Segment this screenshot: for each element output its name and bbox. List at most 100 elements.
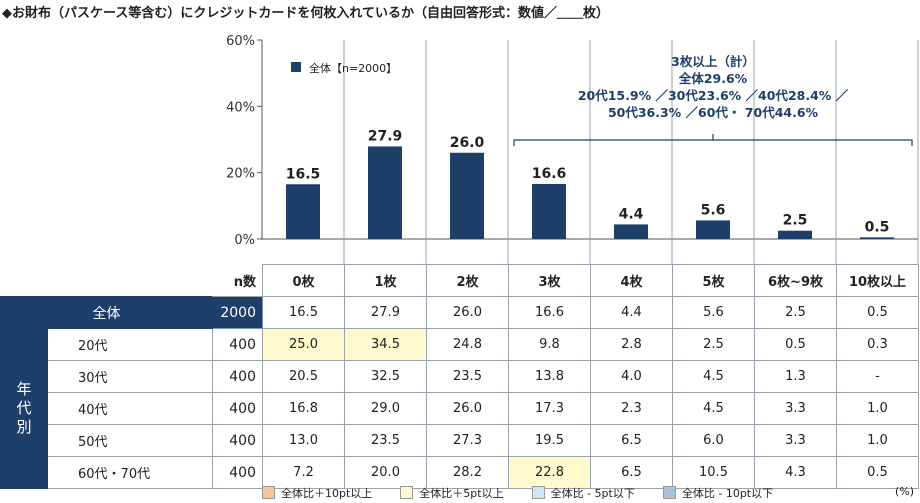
legend-label: 全体比＋5pt以上: [419, 487, 504, 500]
bar: [778, 230, 812, 239]
table-cell: 6.5: [590, 456, 673, 489]
bar: [860, 237, 894, 239]
table-cell: 0.3: [836, 328, 919, 361]
table-cell: 13.0: [262, 424, 345, 457]
table-cell: 2.8: [590, 328, 673, 361]
row-n: 400: [212, 456, 263, 489]
row-label: 50代: [47, 424, 213, 457]
column-header: 3枚: [508, 264, 591, 297]
data-label: 0.5: [865, 219, 890, 235]
row-n: 400: [212, 424, 263, 457]
table-cell: 13.8: [508, 360, 591, 393]
annotation-text: 50代36.3% ／60代・ 70代44.6%: [608, 105, 819, 120]
legend-swatch: [400, 486, 414, 499]
annotation-text: 全体29.6%: [678, 71, 748, 86]
table-cell: 1.0: [836, 424, 919, 457]
table-cell: 3.3: [754, 424, 837, 457]
column-header: 1枚: [344, 264, 427, 297]
y-tick-label: 0%: [234, 233, 255, 248]
header-spacer: [1, 265, 213, 297]
data-table: n数 0枚 1枚 2枚 3枚 4枚 5枚 6枚~9枚 10枚以上 全体 2000 16.5 27.9 26…: [0, 264, 919, 489]
legend-item: 全体比 - 5pt以下: [531, 485, 635, 501]
table-cell: 24.8: [426, 328, 509, 361]
legend-swatch: [262, 486, 275, 499]
table-cell: 5.6: [672, 296, 755, 329]
table-row: 30代 400 20.5 32.5 23.5 13.8 4.0 4.5 1.3-: [1, 360, 919, 393]
column-header: 6枚~9枚: [754, 264, 837, 297]
row-label: 40代: [47, 392, 213, 425]
table-cell: 26.0: [426, 392, 509, 425]
table-cell: 16.6: [508, 296, 591, 329]
table-cell: 23.5: [426, 360, 509, 393]
table-cell: 2.3: [590, 392, 673, 425]
table-cell: 4.4: [590, 296, 673, 329]
total-row-label: 全体: [0, 296, 213, 329]
table-cell: 2.5: [754, 296, 837, 329]
table-cell: 2.5: [672, 328, 755, 361]
unit-label: (%): [894, 485, 914, 498]
table-cell: 0.5: [754, 328, 837, 361]
table-cell: 23.5: [344, 424, 427, 457]
table-cell: 10.5: [672, 456, 755, 489]
table-cell: 1.0: [836, 392, 919, 425]
table-cell: 0.5: [836, 296, 919, 329]
table-cell: 25.0: [262, 328, 345, 361]
bar: [450, 152, 484, 239]
legend-label: 全体比 - 5pt以下: [550, 487, 635, 500]
table-cell: 3.3: [754, 392, 837, 425]
table-cell: 28.2: [426, 456, 509, 489]
row-label: 30代: [47, 360, 213, 393]
bar: [368, 146, 402, 239]
data-label: 27.9: [368, 128, 403, 144]
table-cell: 27.3: [426, 424, 509, 457]
table-cell: 27.9: [344, 296, 427, 329]
legend-item: 全体比＋5pt以上: [400, 485, 504, 501]
row-n: 400: [212, 360, 263, 393]
row-label: 60代・70代: [47, 456, 213, 489]
column-header: 4枚: [590, 264, 673, 297]
table-row: 40代 400 16.8 29.0 26.0 17.3 2.3 4.5 3.3 1.0: [1, 392, 919, 425]
chart-title: ◆お財布（パスケース等含む）にクレジットカードを何枚入れているか（自由回答形式：…: [2, 6, 609, 21]
legend-swatch: [291, 62, 301, 72]
total-n: 2000: [212, 296, 263, 329]
column-header: 0枚: [262, 264, 345, 297]
data-label: 16.5: [286, 166, 321, 182]
table-row: 60代・70代 400 7.2 20.0 28.2 22.8 6.5 10.5 4.3 0.5: [1, 456, 919, 489]
annotation-bracket: [513, 134, 913, 146]
table-cell: 7.2: [262, 456, 345, 489]
annotation-text: 20代15.9% ／30代23.6% ／40代28.4% ／: [578, 88, 849, 103]
column-header: 5枚: [672, 264, 755, 297]
legend-label: 全体比＋10pt以上: [281, 487, 373, 500]
table-cell: 1.3: [754, 360, 837, 393]
table-cell: 4.5: [672, 360, 755, 393]
y-tick-label: 60%: [226, 34, 255, 49]
table-cell: 29.0: [344, 392, 427, 425]
row-label: 20代: [47, 328, 213, 361]
table-cell: 4.3: [754, 456, 837, 489]
y-tick-label: 20%: [226, 167, 255, 182]
table-cell: 20.5: [262, 360, 345, 393]
bar: [614, 224, 648, 239]
table-cell: 17.3: [508, 392, 591, 425]
y-tick-label: 40%: [226, 100, 255, 115]
annotation-text: 3枚以上（計）: [671, 54, 755, 69]
data-label: 5.6: [701, 202, 726, 218]
table-cell: 32.5: [344, 360, 427, 393]
legend-item: 全体比＋10pt以上: [262, 485, 372, 501]
data-label: 26.0: [450, 135, 485, 151]
highlight-legend: 全体比＋10pt以上 全体比＋5pt以上 全体比 - 5pt以下 全体比 - 10pt…: [262, 485, 801, 501]
table-cell: 22.8: [508, 456, 591, 489]
bar: [696, 220, 730, 239]
data-label: 4.4: [619, 206, 644, 222]
legend-swatch: [531, 486, 545, 499]
table-cell: 34.5: [344, 328, 427, 361]
table-cell: -: [836, 360, 919, 393]
table-cell: 19.5: [508, 424, 591, 457]
column-header: 2枚: [426, 264, 509, 297]
bar: [286, 184, 320, 239]
group-label: 年代別: [0, 328, 48, 489]
data-label: 2.5: [783, 213, 808, 229]
table-cell: 26.0: [426, 296, 509, 329]
n-header: n数: [212, 264, 263, 297]
